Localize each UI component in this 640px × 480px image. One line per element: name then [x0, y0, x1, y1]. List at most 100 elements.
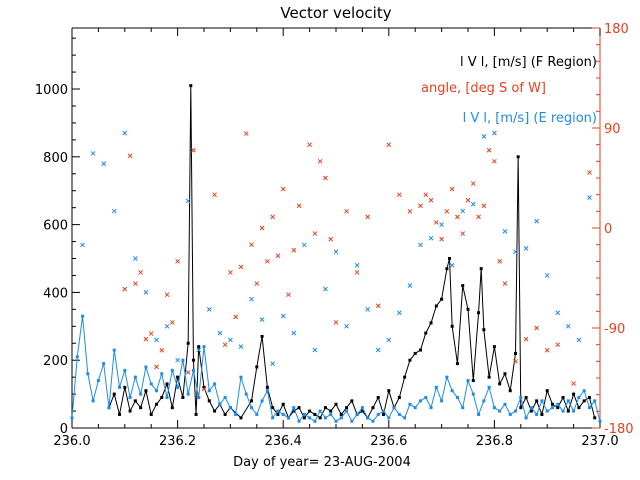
- data-point: [387, 389, 391, 393]
- data-point: [440, 399, 444, 403]
- data-point-x-marker: [291, 330, 297, 336]
- data-point: [194, 412, 198, 416]
- data-point: [492, 406, 496, 410]
- data-point: [366, 416, 370, 420]
- data-point-x-marker: [80, 242, 85, 248]
- data-point: [577, 395, 581, 399]
- data-point-x-marker: [333, 249, 339, 255]
- data-point-x-marker: [122, 130, 128, 136]
- data-point-x-marker: [206, 307, 212, 312]
- data-point-x-marker: [534, 218, 539, 224]
- data-point: [487, 385, 491, 389]
- x-tick-label: 236.4: [265, 434, 302, 449]
- data-point: [382, 409, 386, 413]
- data-point-x-marker: [280, 313, 286, 319]
- data-point: [128, 395, 132, 399]
- data-point: [271, 406, 275, 410]
- data-point-x-marker: [296, 203, 302, 209]
- data-point-x-marker: [481, 134, 487, 139]
- data-point: [75, 355, 79, 359]
- data-point-x-marker: [90, 151, 96, 156]
- data-point: [250, 399, 254, 403]
- data-point: [128, 409, 132, 413]
- data-point: [260, 334, 264, 338]
- data-point: [350, 399, 354, 403]
- data-point: [139, 406, 143, 410]
- data-point-x-marker: [407, 208, 413, 214]
- data-point: [144, 389, 148, 393]
- data-point: [186, 392, 190, 396]
- data-point: [461, 284, 465, 288]
- data-point-x-marker: [375, 303, 381, 309]
- data-point: [139, 392, 143, 396]
- data-point: [487, 375, 491, 379]
- data-point: [561, 395, 565, 399]
- data-point: [271, 416, 275, 420]
- data-point: [466, 379, 470, 383]
- data-point: [149, 412, 153, 416]
- data-point: [429, 406, 433, 410]
- data-point-x-marker: [323, 286, 328, 292]
- data-point: [556, 402, 560, 406]
- data-point-x-marker: [154, 337, 159, 343]
- data-point: [455, 395, 459, 399]
- data-point-x-marker: [185, 370, 191, 375]
- data-point-x-marker: [201, 386, 207, 392]
- data-point-x-marker: [275, 253, 281, 259]
- data-point-x-marker: [317, 158, 323, 164]
- data-point-x-marker: [407, 283, 413, 288]
- data-point: [516, 155, 520, 159]
- series-line: [108, 85, 596, 419]
- data-point-x-marker: [470, 201, 476, 207]
- x-tick-label: 236.6: [370, 434, 407, 449]
- x-tick-label: 236.8: [476, 434, 513, 449]
- data-point: [514, 351, 518, 355]
- data-point-x-marker: [270, 214, 275, 220]
- data-point: [387, 416, 391, 420]
- data-point-x-marker: [587, 195, 592, 200]
- data-point: [561, 409, 565, 413]
- data-point-x-marker: [259, 225, 265, 231]
- data-point-x-marker: [375, 347, 381, 353]
- data-point-x-marker: [243, 131, 249, 136]
- data-point-x-marker: [344, 208, 349, 214]
- x-tick-label: 236.0: [53, 434, 90, 449]
- data-point: [535, 412, 539, 416]
- data-point-x-marker: [449, 262, 455, 268]
- data-point: [424, 331, 428, 335]
- data-point: [96, 379, 100, 383]
- data-point: [434, 385, 438, 389]
- data-point: [445, 267, 449, 271]
- data-point: [479, 267, 483, 271]
- data-point-x-marker: [328, 236, 334, 242]
- data-point-x-marker: [101, 161, 107, 166]
- data-point: [318, 416, 322, 420]
- data-point-x-marker: [291, 247, 297, 253]
- data-point: [403, 416, 407, 420]
- data-point: [234, 412, 238, 416]
- data-point: [448, 257, 452, 261]
- data-point: [107, 406, 111, 410]
- data-point: [207, 389, 211, 393]
- data-point-x-marker: [301, 242, 307, 248]
- data-point: [477, 311, 481, 315]
- data-point-x-marker: [555, 342, 561, 348]
- data-point: [461, 406, 465, 410]
- data-point: [429, 321, 433, 325]
- data-point: [176, 375, 180, 379]
- data-point: [207, 399, 211, 403]
- data-point: [450, 389, 454, 393]
- data-point-x-marker: [185, 198, 191, 204]
- data-point: [450, 324, 454, 328]
- data-point: [418, 348, 422, 352]
- data-point-x-marker: [154, 364, 159, 370]
- data-point: [244, 392, 248, 396]
- data-point: [519, 406, 523, 410]
- data-point: [334, 402, 338, 406]
- data-point: [593, 416, 597, 420]
- data-point: [255, 412, 259, 416]
- data-point: [587, 406, 591, 410]
- data-point: [540, 412, 544, 416]
- data-point: [355, 412, 359, 416]
- data-point-x-marker: [238, 344, 244, 349]
